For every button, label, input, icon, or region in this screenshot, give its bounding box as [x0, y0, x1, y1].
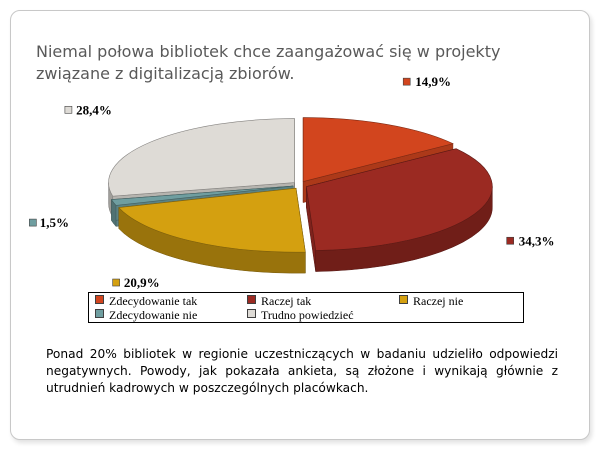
pie-slice-3: [110, 185, 294, 206]
pie-slice-2: [118, 187, 306, 253]
legend-label: Raczej nie: [413, 294, 464, 308]
legend-item-raczej-nie: Raczej nie: [399, 294, 463, 308]
data-labels: 14,9% 34,3% 20,9% 1,5% 28,4%: [29, 74, 554, 290]
data-label-marker: [64, 105, 73, 114]
legend-swatch: [95, 309, 104, 318]
legend-label: Raczej tak: [261, 294, 312, 308]
data-label-marker: [506, 236, 514, 245]
pie-slice-4: [108, 118, 295, 197]
legend-item-trudno-powiedziec: Trudno powiedzieć: [247, 308, 354, 322]
data-label-marker: [402, 77, 411, 86]
legend-label: Zdecydowanie tak: [109, 294, 198, 308]
pie-slices: [108, 117, 493, 274]
data-label: 20,9%: [124, 275, 160, 290]
legend-swatch: [247, 309, 256, 318]
pie-slice-0: [302, 117, 454, 182]
slide-body-text: Ponad 20% bibliotek w regionie uczestnic…: [46, 347, 558, 395]
legend-label: Trudno powiedzieć: [261, 308, 354, 322]
data-label: 28,4%: [76, 102, 112, 117]
legend-label: Zdecydowanie nie: [109, 308, 198, 322]
data-label-marker: [29, 218, 37, 227]
data-label: 14,9%: [415, 74, 451, 89]
chart-legend: Zdecydowanie tak Raczej tak Raczej nie Z…: [88, 292, 524, 323]
slide-title: Niemal połowa bibliotek chce zaangażować…: [36, 42, 501, 83]
data-label: 34,3%: [519, 233, 555, 248]
pie-chart: 14,9% 34,3% 20,9% 1,5% 28,4%: [29, 74, 554, 290]
legend-item-zdecydowanie-nie: Zdecydowanie nie: [95, 308, 197, 322]
legend-item-raczej-tak: Raczej tak: [247, 294, 311, 308]
legend-swatch: [399, 295, 408, 304]
pie-slice-1: [305, 148, 493, 251]
data-label-marker: [112, 278, 120, 287]
legend-item-zdecydowanie-tak: Zdecydowanie tak: [95, 294, 197, 308]
legend-swatch: [95, 295, 104, 304]
data-label: 1,5%: [40, 215, 69, 230]
legend-swatch: [247, 295, 256, 304]
